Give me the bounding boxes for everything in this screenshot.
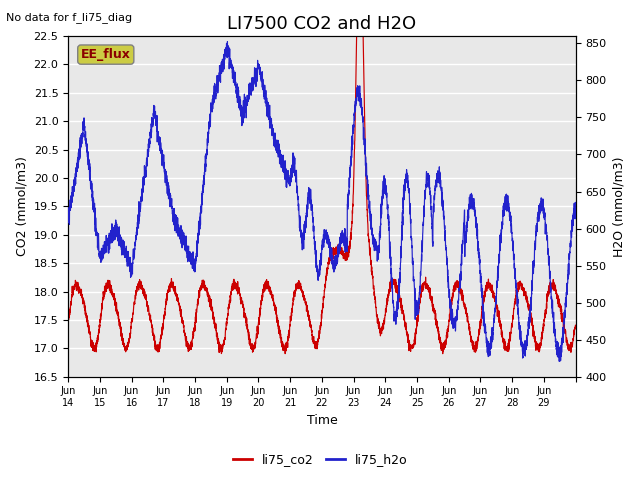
Text: No data for f_li75_diag: No data for f_li75_diag xyxy=(6,12,132,23)
Legend: li75_co2, li75_h2o: li75_co2, li75_h2o xyxy=(228,448,412,471)
Text: EE_flux: EE_flux xyxy=(81,48,131,61)
Title: LI7500 CO2 and H2O: LI7500 CO2 and H2O xyxy=(227,15,417,33)
Y-axis label: CO2 (mmol/m3): CO2 (mmol/m3) xyxy=(15,156,28,256)
X-axis label: Time: Time xyxy=(307,414,337,427)
Y-axis label: H2O (mmol/m3): H2O (mmol/m3) xyxy=(612,156,625,257)
